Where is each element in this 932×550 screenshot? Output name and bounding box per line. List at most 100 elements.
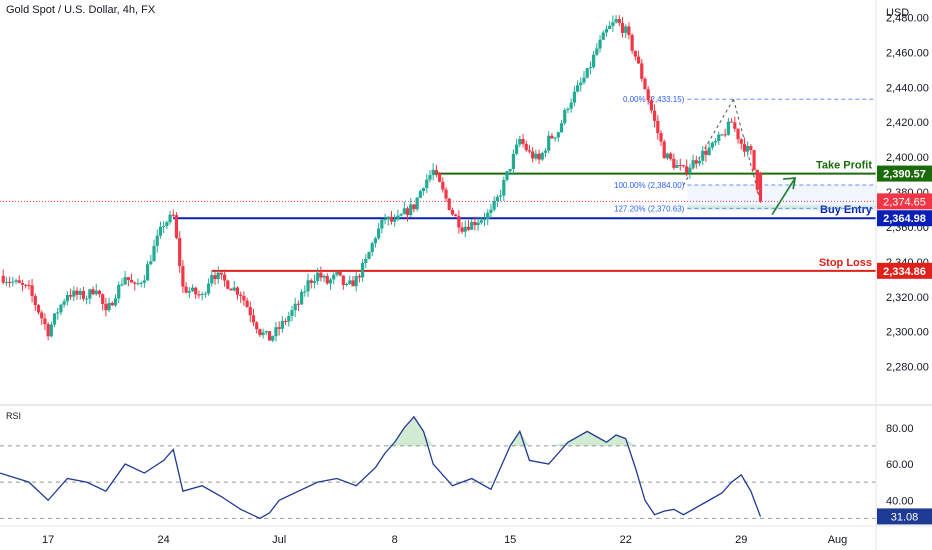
candle-body	[460, 227, 464, 232]
candle	[303, 285, 307, 297]
candle-body	[620, 23, 625, 33]
candle-body	[492, 201, 496, 210]
candle-body	[197, 294, 201, 296]
candle-body	[155, 235, 159, 246]
candle-body	[133, 282, 137, 284]
candle-body	[707, 147, 711, 155]
candle	[75, 287, 79, 300]
candle-body	[75, 290, 79, 295]
candle	[223, 269, 227, 287]
price-tick-label: 2,400.00	[886, 152, 929, 164]
candle-body	[479, 220, 483, 223]
time-tick-label: 8	[392, 534, 398, 546]
candle-body	[540, 152, 544, 160]
candle	[319, 266, 323, 282]
candle-body	[563, 109, 567, 124]
candle	[652, 104, 657, 128]
projection-arrowhead	[783, 177, 797, 190]
candle	[274, 321, 278, 342]
candle	[486, 209, 490, 226]
candle-body	[515, 144, 519, 154]
candle	[258, 328, 262, 338]
candle-body	[527, 150, 532, 152]
candle	[688, 163, 692, 179]
candle-body	[428, 175, 432, 180]
candle-body	[717, 134, 721, 142]
candle-body	[701, 150, 705, 161]
candle	[306, 273, 310, 297]
candle-body	[553, 137, 557, 139]
stop-loss-price-tag	[877, 262, 932, 279]
candle-body	[280, 320, 284, 329]
candle	[630, 33, 634, 54]
candle	[678, 158, 682, 171]
candle	[444, 186, 448, 202]
candle	[498, 189, 503, 202]
candle-body	[316, 272, 320, 282]
candle-body	[27, 285, 31, 287]
candle	[393, 214, 397, 227]
candle-body	[293, 303, 297, 311]
candle	[460, 222, 464, 234]
candle	[261, 328, 265, 339]
candle	[521, 133, 525, 148]
candle	[277, 321, 281, 336]
candle	[502, 176, 506, 202]
candle	[620, 17, 625, 38]
buy-entry-price-text: 2,364.98	[883, 213, 926, 225]
candle	[646, 86, 650, 105]
candle-body	[184, 286, 188, 293]
candle	[239, 291, 243, 303]
candle-body	[518, 138, 522, 145]
candle-body	[524, 143, 528, 151]
candle	[283, 318, 288, 326]
candle	[322, 274, 326, 283]
candle-body	[412, 204, 416, 210]
stop-loss-price-text: 2,334.86	[883, 266, 926, 278]
candle	[649, 96, 653, 114]
candle-body	[476, 222, 480, 226]
candle	[351, 276, 355, 287]
currency-label[interactable]: USD	[886, 7, 909, 19]
candle	[142, 275, 146, 288]
candle-body	[210, 275, 214, 284]
candle-body	[94, 290, 98, 295]
candle-body	[344, 283, 349, 286]
time-tick-label: 22	[620, 534, 632, 546]
candle	[508, 168, 512, 176]
take-profit-label: Take Profit	[816, 160, 872, 172]
candle	[438, 172, 442, 183]
candle-body	[194, 287, 198, 295]
candle-body	[251, 315, 256, 323]
time-tick-label: Jul	[272, 534, 286, 546]
candle	[133, 281, 137, 291]
candle-body	[367, 252, 371, 259]
candle	[547, 131, 551, 154]
candle-body	[389, 216, 394, 222]
time-tick-label: 17	[42, 534, 54, 546]
candle	[489, 203, 493, 219]
candle	[495, 194, 499, 208]
candle	[174, 212, 179, 240]
candle-body	[20, 282, 25, 285]
current-price-tag	[877, 193, 932, 210]
candle	[701, 146, 705, 166]
candle	[65, 291, 69, 306]
candle	[104, 297, 108, 317]
candle-body	[213, 275, 217, 280]
candle-body	[113, 298, 118, 306]
candle-body	[146, 264, 150, 281]
candle-body	[531, 151, 535, 159]
candle	[685, 159, 689, 177]
candle	[149, 254, 153, 266]
candle	[563, 107, 567, 126]
candle	[656, 115, 660, 140]
candle	[235, 286, 240, 300]
candle	[370, 241, 374, 257]
candle	[434, 164, 438, 178]
candle-body	[402, 208, 406, 215]
candle-body	[575, 85, 580, 92]
candle	[540, 151, 544, 162]
candle-body	[88, 289, 92, 299]
